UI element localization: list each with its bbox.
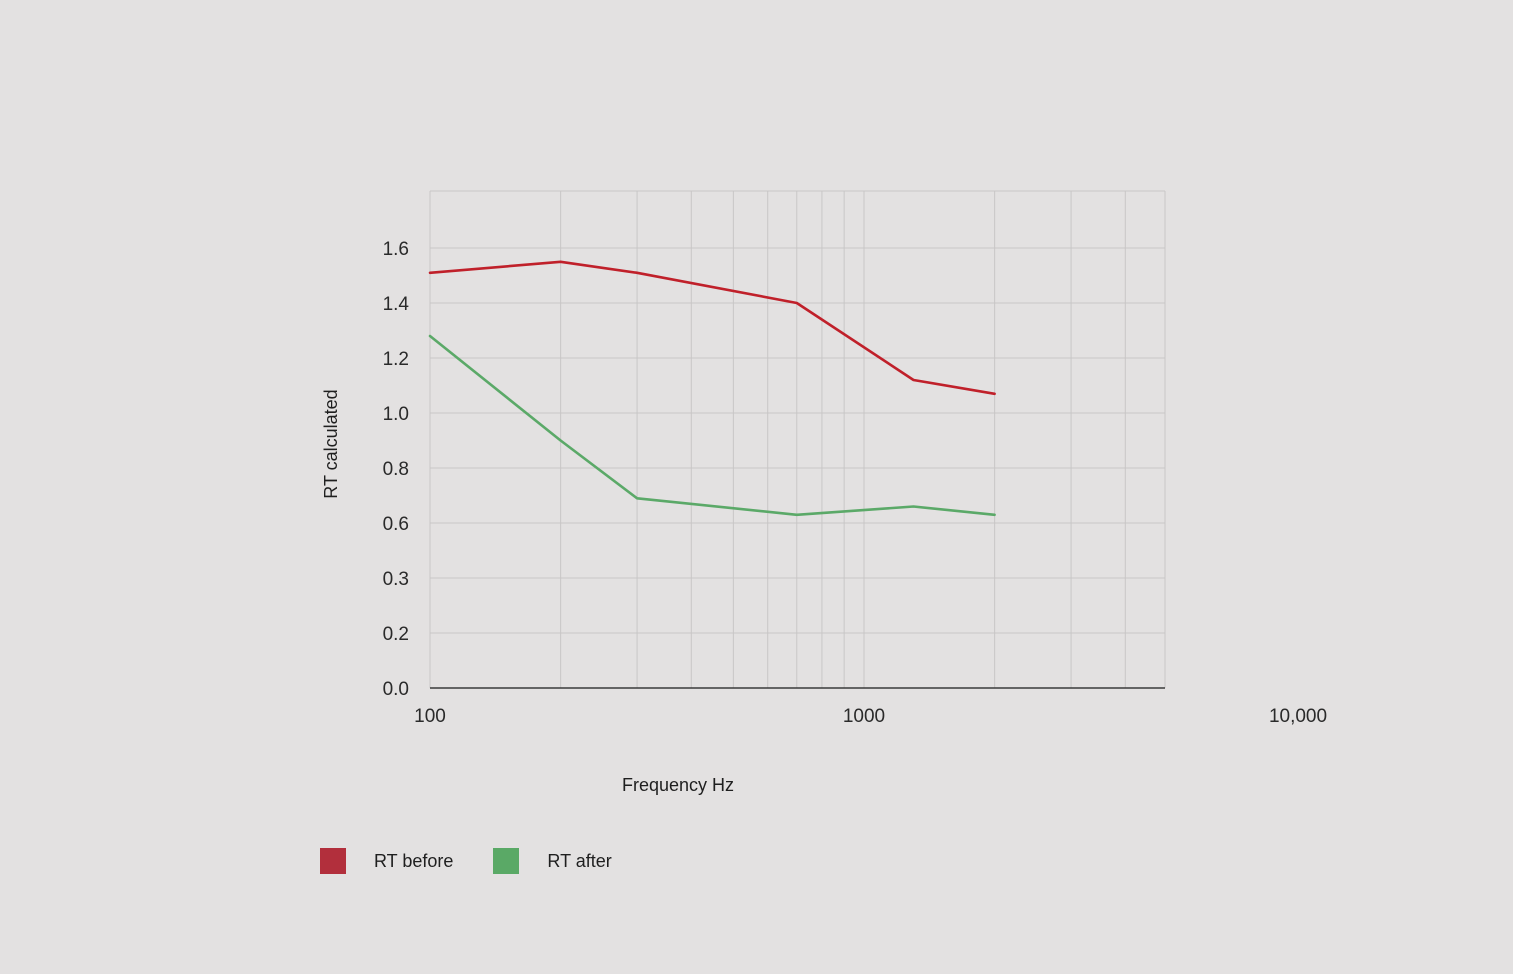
tick-labels: 0.0 0.2 0.3 0.6 0.8 1.0 1.2 1.4 1.6 100 1000 10,000 (383, 239, 1327, 727)
y-axis-title: RT calculated (321, 389, 341, 498)
x-tick-label: 100 (414, 706, 446, 727)
y-tick-label: 1.4 (383, 294, 410, 315)
y-tick-label: 0.8 (383, 459, 409, 480)
y-tick-label: 0.6 (383, 514, 409, 535)
y-tick-label: 1.6 (383, 239, 409, 260)
legend: RT before RT after (320, 848, 652, 874)
y-tick-label: 1.2 (383, 349, 409, 370)
y-tick-label: 0.2 (383, 624, 409, 645)
x-tick-label: 1000 (843, 706, 885, 727)
legend-item-rt-before: RT before (320, 848, 453, 874)
y-tick-label: 0.3 (383, 569, 409, 590)
legend-label-rt-before: RT before (374, 850, 454, 871)
grid (429, 190, 1166, 688)
legend-swatch-rt-before (320, 848, 346, 874)
y-tick-label: 0.0 (383, 679, 409, 700)
legend-label-rt-after: RT after (547, 850, 612, 871)
series-line-rt-after (428, 334, 996, 517)
y-tick-label: 1.0 (383, 404, 409, 425)
x-tick-label: 10,000 (1269, 706, 1327, 727)
series-lines (428, 260, 996, 517)
legend-swatch-rt-after (493, 848, 520, 874)
series-line-rt-before (428, 260, 996, 396)
x-axis-title: Frequency Hz (622, 775, 734, 795)
legend-item-rt-after: RT after (493, 848, 612, 874)
